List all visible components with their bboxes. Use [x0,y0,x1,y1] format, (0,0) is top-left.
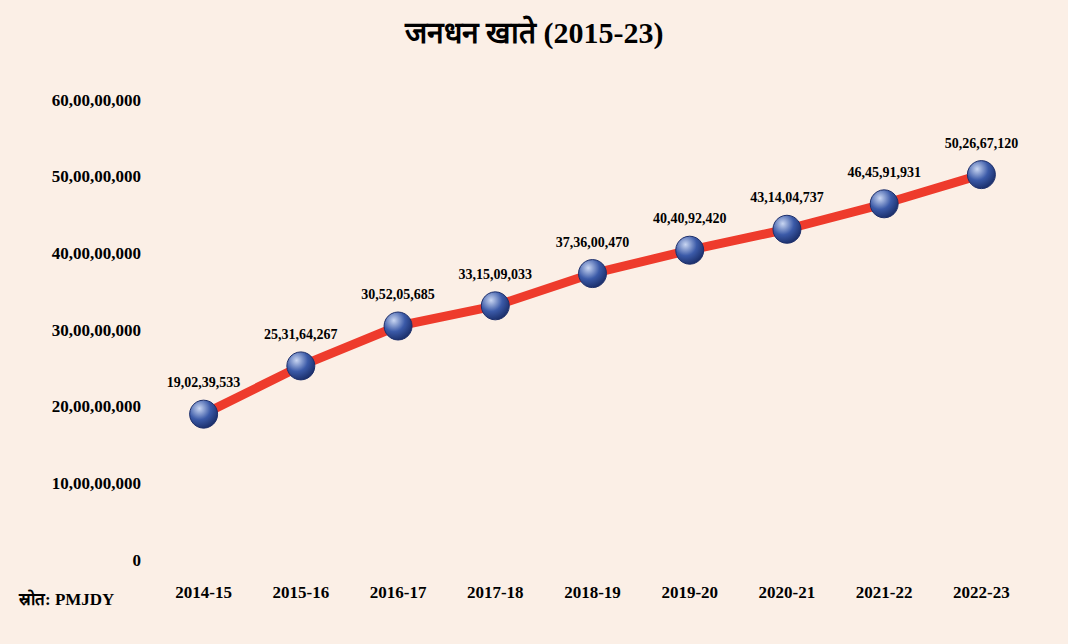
svg-text:46,45,91,931: 46,45,91,931 [847,165,921,180]
svg-text:30,52,05,685: 30,52,05,685 [361,287,435,302]
svg-text:30,00,00,000: 30,00,00,000 [52,321,141,340]
svg-text:2015-16: 2015-16 [272,583,329,602]
svg-text:2014-15: 2014-15 [175,583,232,602]
svg-text:2016-17: 2016-17 [370,583,427,602]
svg-text:60,00,00,000: 60,00,00,000 [52,91,141,110]
svg-text:20,00,00,000: 20,00,00,000 [52,397,141,416]
svg-text:2022-23: 2022-23 [953,583,1010,602]
svg-text:25,31,64,267: 25,31,64,267 [264,327,338,342]
svg-text:2018-19: 2018-19 [564,583,621,602]
svg-text:10,00,00,000: 10,00,00,000 [52,474,141,493]
svg-text:2021-22: 2021-22 [856,583,913,602]
svg-text:43,14,04,737: 43,14,04,737 [750,190,824,205]
svg-text:40,00,00,000: 40,00,00,000 [52,244,141,263]
svg-text:2020-21: 2020-21 [759,583,816,602]
svg-text:33,15,09,033: 33,15,09,033 [459,267,533,282]
svg-text:50,00,00,000: 50,00,00,000 [52,167,141,186]
svg-text:19,02,39,533: 19,02,39,533 [167,375,241,390]
svg-text:स्रोत: PMJDY: स्रोत: PMJDY [18,589,114,609]
svg-text:0: 0 [133,551,142,570]
svg-text:जनधन खाते (2015-23): जनधन खाते (2015-23) [404,15,664,50]
svg-text:37,36,00,470: 37,36,00,470 [556,235,630,250]
svg-text:2017-18: 2017-18 [467,583,524,602]
svg-text:40,40,92,420: 40,40,92,420 [653,211,727,226]
svg-text:2019-20: 2019-20 [661,583,718,602]
svg-text:50,26,67,120: 50,26,67,120 [945,136,1019,151]
